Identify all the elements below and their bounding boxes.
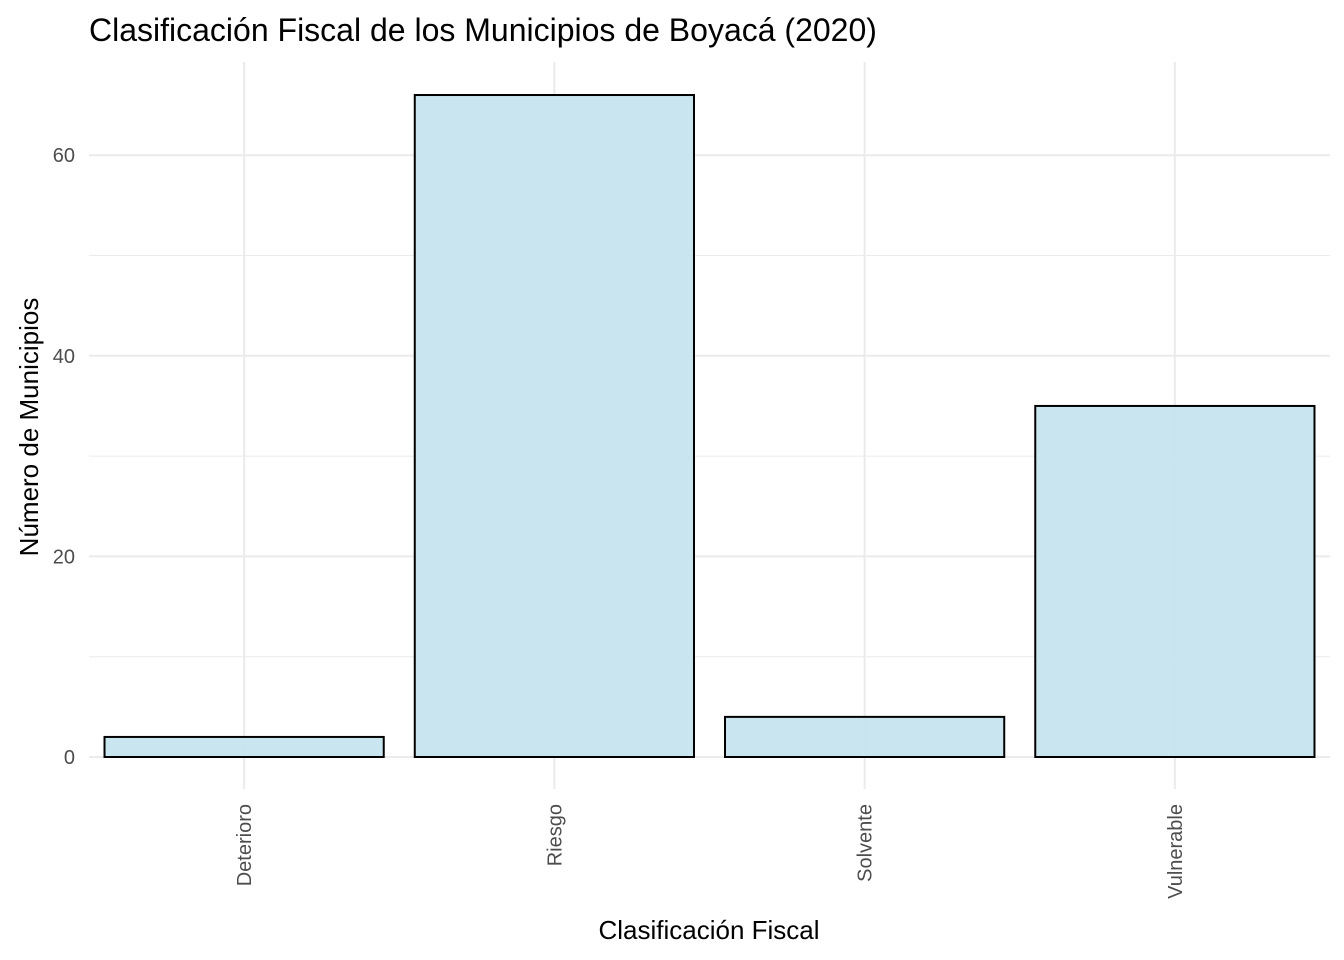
y-tick-label: 20: [53, 546, 75, 568]
bar-riesgo: [413, 94, 695, 758]
bar-vulnerable: [1034, 404, 1316, 758]
x-tick-label: Vulnerable: [1165, 804, 1187, 899]
y-tick-label: 40: [53, 346, 75, 368]
y-tick-label: 0: [64, 747, 75, 769]
chart-title: Clasificación Fiscal de los Municipios d…: [89, 12, 877, 48]
bar-solvente: [724, 715, 1006, 759]
bar-deterioro: [103, 735, 385, 759]
y-tick-label: 60: [53, 145, 75, 167]
x-tick-label: Deterioro: [234, 804, 256, 886]
bars: [103, 94, 1316, 759]
y-axis-title: Número de Municipios: [14, 298, 44, 557]
x-tick-label: Riesgo: [544, 804, 566, 866]
x-tick-label: Solvente: [855, 804, 877, 882]
x-axis-title: Clasificación Fiscal: [598, 915, 819, 945]
y-axis-ticks: 0 20 40 60: [53, 145, 75, 769]
x-axis-ticks: Deterioro Riesgo Solvente Vulnerable: [234, 804, 1187, 899]
